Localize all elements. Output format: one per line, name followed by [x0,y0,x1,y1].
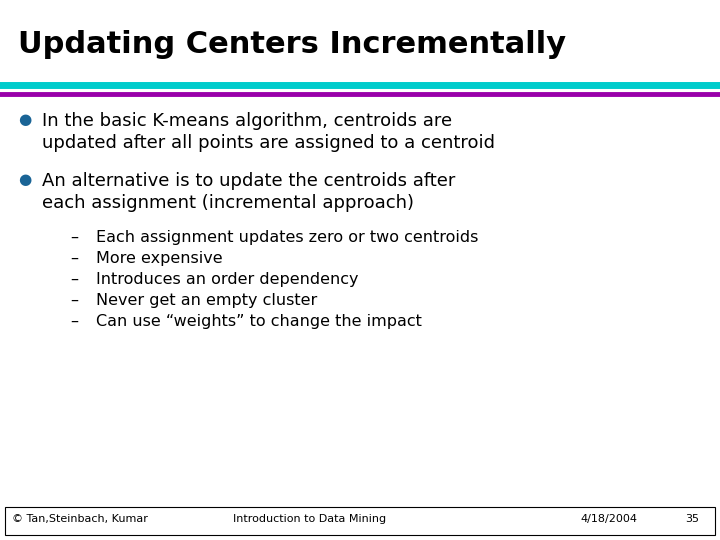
Text: updated after all points are assigned to a centroid: updated after all points are assigned to… [42,134,495,152]
Text: –: – [70,251,78,266]
Text: Introduction to Data Mining: Introduction to Data Mining [233,514,387,524]
Text: More expensive: More expensive [96,251,222,266]
Text: each assignment (incremental approach): each assignment (incremental approach) [42,194,414,212]
Text: –: – [70,293,78,308]
Text: In the basic K-means algorithm, centroids are: In the basic K-means algorithm, centroid… [42,112,452,130]
Text: 4/18/2004: 4/18/2004 [580,514,637,524]
Text: © Tan,Steinbach, Kumar: © Tan,Steinbach, Kumar [12,514,148,524]
Text: Introduces an order dependency: Introduces an order dependency [96,272,359,287]
Text: 35: 35 [685,514,699,524]
Text: ●: ● [18,112,31,127]
Text: –: – [70,314,78,329]
Text: Updating Centers Incrementally: Updating Centers Incrementally [18,30,566,59]
Text: Each assignment updates zero or two centroids: Each assignment updates zero or two cent… [96,230,478,245]
Text: Can use “weights” to change the impact: Can use “weights” to change the impact [96,314,422,329]
Text: –: – [70,272,78,287]
Text: An alternative is to update the centroids after: An alternative is to update the centroid… [42,172,455,190]
Text: –: – [70,230,78,245]
Text: ●: ● [18,172,31,187]
Text: Never get an empty cluster: Never get an empty cluster [96,293,318,308]
FancyBboxPatch shape [5,507,715,535]
